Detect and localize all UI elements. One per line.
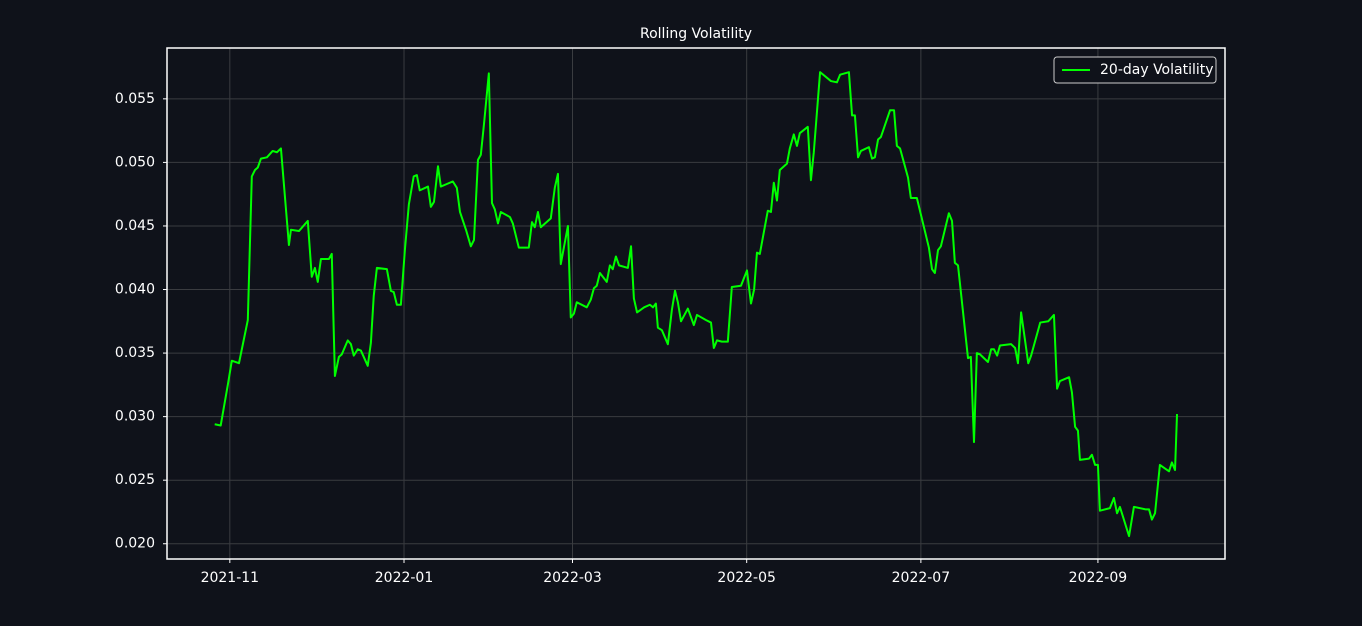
- y-tick-label: 0.040: [115, 282, 155, 298]
- x-tick-label: 2022-05: [717, 570, 776, 586]
- y-tick-label: 0.035: [115, 345, 155, 361]
- x-tick-label: 2022-09: [1069, 570, 1128, 586]
- x-tick-label: 2021-11: [201, 570, 260, 586]
- y-tick-label: 0.055: [115, 91, 155, 107]
- y-tick-label: 0.050: [115, 154, 155, 170]
- legend-label: 20-day Volatility: [1100, 62, 1214, 78]
- x-tick-label: 2022-01: [375, 570, 434, 586]
- chart-title: Rolling Volatility: [640, 26, 752, 42]
- y-tick-label: 0.025: [115, 472, 155, 488]
- data-line: [214, 71, 1179, 538]
- x-tick-label: 2022-07: [892, 570, 951, 586]
- y-tick-label: 0.020: [115, 536, 155, 552]
- x-tick-label: 2022-03: [543, 570, 602, 586]
- y-tick-label: 0.030: [115, 409, 155, 425]
- legend-box: [1053, 56, 1217, 84]
- y-tick-label: 0.045: [115, 218, 155, 234]
- plot-frame: [166, 47, 1226, 560]
- legend: 20-day Volatility: [1053, 56, 1217, 84]
